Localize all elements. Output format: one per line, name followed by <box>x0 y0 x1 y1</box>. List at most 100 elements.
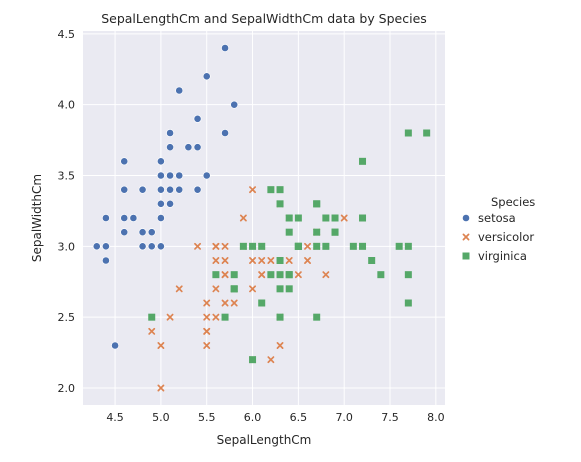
legend-title: Species <box>491 195 535 209</box>
y-tick-label: 2.5 <box>58 311 76 324</box>
virginica-point <box>404 129 412 137</box>
virginica-point <box>313 313 321 321</box>
setosa-point <box>138 185 147 194</box>
virginica-point <box>359 157 367 165</box>
virginica-point <box>313 242 321 250</box>
setosa-point <box>102 256 110 265</box>
versicolor-point <box>249 257 256 264</box>
versicolor-point <box>258 271 266 279</box>
versicolor-point <box>175 285 183 293</box>
virginica-point <box>331 228 339 236</box>
virginica-point <box>148 313 156 321</box>
virginica-point <box>230 271 238 279</box>
setosa-point <box>166 171 174 180</box>
versicolor-point <box>285 257 293 264</box>
virginica-point <box>404 299 412 307</box>
y-tick-label: 3.5 <box>58 170 76 183</box>
y-tick-labels: 2.0 2.5 3.0 3.5 4.0 4.5 <box>58 28 76 395</box>
y-tick-label: 2.0 <box>58 382 76 395</box>
setosa-point <box>102 242 110 251</box>
virginica-point <box>313 200 321 208</box>
setosa-point <box>92 242 101 251</box>
virginica-point <box>285 228 293 236</box>
setosa-point <box>166 185 174 194</box>
versicolor-point <box>221 271 229 279</box>
virginica-point <box>313 228 321 236</box>
legend-marker-versicolor <box>462 233 470 241</box>
y-tick-label: 4.0 <box>58 99 76 112</box>
setosa-point <box>129 214 138 222</box>
legend-marker-setosa <box>462 214 470 222</box>
setosa-point <box>166 129 174 137</box>
setosa-point <box>184 143 193 152</box>
virginica-point <box>276 257 284 264</box>
versicolor-point <box>221 299 229 307</box>
virginica-point <box>276 200 284 208</box>
legend-label-virginica: virginica <box>478 249 527 263</box>
setosa-point <box>138 228 147 237</box>
x-tick-label: 7.5 <box>381 411 399 424</box>
setosa-point <box>166 143 174 152</box>
setosa-point <box>111 341 119 350</box>
legend-label-setosa: setosa <box>478 211 516 225</box>
versicolor-point <box>221 242 229 250</box>
x-tick-label: 5.5 <box>198 411 216 424</box>
versicolor-point <box>249 285 256 293</box>
virginica-point <box>395 242 403 250</box>
x-tick-labels: 4.5 5.0 5.5 6.0 6.5 7.0 7.5 8.0 <box>106 411 444 424</box>
versicolor-point <box>212 285 220 293</box>
legend-label-versicolor: versicolor <box>478 230 534 244</box>
virginica-point <box>258 299 266 307</box>
setosa-point <box>193 185 202 194</box>
y-tick-label: 3.0 <box>58 240 76 253</box>
setosa-point <box>156 199 165 208</box>
legend: Species setosa versicolor virginica <box>462 195 535 263</box>
x-tick-label: 6.0 <box>244 411 262 424</box>
virginica-point <box>285 285 293 293</box>
versicolor-point <box>203 313 211 321</box>
setosa-point <box>120 185 129 194</box>
virginica-point <box>404 242 412 250</box>
versicolor-point <box>221 257 229 264</box>
virginica-point <box>212 271 220 279</box>
versicolor-point <box>212 242 220 250</box>
setosa-point <box>202 171 211 180</box>
versicolor-point <box>249 186 256 194</box>
x-tick-label: 8.0 <box>427 411 445 424</box>
y-axis-label: SepalWidthCm <box>30 174 44 262</box>
setosa-point <box>147 242 156 251</box>
virginica-point <box>276 271 284 279</box>
virginica-point <box>267 186 275 194</box>
versicolor-point <box>203 299 211 307</box>
virginica-point <box>285 271 293 279</box>
virginica-point <box>276 313 284 321</box>
virginica-point <box>404 271 412 279</box>
plot-area <box>83 31 445 405</box>
versicolor-point <box>304 257 311 264</box>
versicolor-point <box>148 327 156 335</box>
setosa-point <box>120 157 129 166</box>
virginica-point <box>359 242 367 250</box>
setosa-point <box>156 242 165 251</box>
setosa-point <box>175 171 184 180</box>
virginica-point <box>285 214 293 222</box>
versicolor-point <box>157 342 165 349</box>
virginica-point <box>276 285 284 293</box>
setosa-point <box>156 214 165 222</box>
setosa-point <box>120 214 129 222</box>
versicolor-point <box>203 342 211 349</box>
versicolor-point <box>322 271 330 279</box>
setosa-point <box>156 185 165 194</box>
setosa-point <box>221 44 229 52</box>
x-tick-label: 7.0 <box>335 411 353 424</box>
virginica-point <box>349 242 357 250</box>
virginica-point <box>377 271 385 279</box>
virginica-point <box>331 214 339 222</box>
x-tick-label: 5.0 <box>152 411 170 424</box>
setosa-point <box>193 114 202 123</box>
virginica-point <box>258 242 266 250</box>
virginica-point <box>368 257 376 264</box>
setosa-point <box>202 72 211 81</box>
setosa-point <box>120 228 129 237</box>
